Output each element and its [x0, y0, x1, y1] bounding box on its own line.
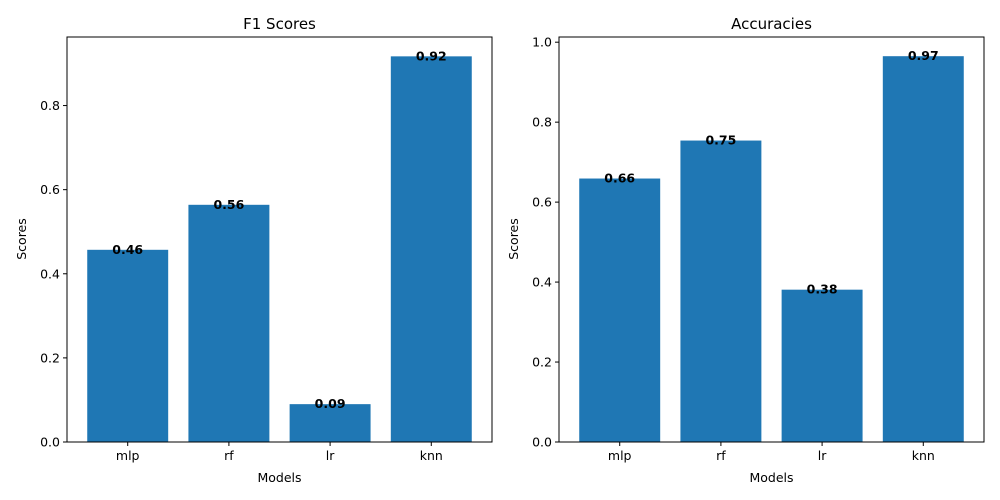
data-label-mlp: 0.66 — [604, 171, 635, 186]
y-axis-label: Scores — [14, 218, 29, 260]
bar-lr — [781, 289, 863, 442]
y-axis-ticks: 0.0 0.2 0.4 0.6 0.8 — [40, 98, 67, 450]
x-axis-ticks: mlp rf lr knn — [116, 442, 443, 463]
data-label-lr: 0.09 — [315, 396, 346, 411]
x-tick-label-rf: rf — [716, 448, 726, 463]
data-label-rf: 0.56 — [213, 197, 244, 212]
data-labels: 0.46 0.56 0.09 0.92 — [112, 48, 446, 411]
y-tick-label: 0.6 — [532, 195, 552, 210]
bar-knn — [390, 56, 472, 442]
data-label-rf: 0.75 — [705, 133, 736, 148]
x-tick-label-knn: knn — [912, 448, 935, 463]
bar-rf — [188, 204, 270, 442]
y-tick-label: 0.0 — [40, 435, 60, 450]
x-axis-label: Models — [749, 470, 793, 485]
chart-title: F1 Scores — [243, 15, 316, 33]
bar-rf — [680, 140, 762, 442]
data-label-knn: 0.97 — [908, 48, 939, 63]
data-label-lr: 0.38 — [807, 282, 838, 297]
bar-lr — [289, 404, 371, 442]
x-tick-label-lr: lr — [326, 448, 335, 463]
x-axis-ticks: mlp rf lr knn — [608, 442, 935, 463]
y-tick-label: 1.0 — [532, 35, 552, 50]
x-tick-label-mlp: mlp — [608, 448, 632, 463]
data-label-knn: 0.92 — [416, 48, 447, 63]
x-tick-label-mlp: mlp — [116, 448, 140, 463]
y-tick-label: 0.8 — [40, 98, 60, 113]
y-tick-label: 0.2 — [40, 350, 60, 365]
accuracies-chart: Accuracies 0.66 0.75 0.38 0.97 0.0 0.2 0.4 0.6… — [506, 15, 985, 485]
x-tick-label-lr: lr — [818, 448, 827, 463]
axes-frame — [558, 36, 985, 443]
x-tick-label-knn: knn — [420, 448, 443, 463]
x-tick-label-rf: rf — [224, 448, 234, 463]
y-tick-label: 0.2 — [532, 355, 552, 370]
bar-mlp — [579, 178, 661, 443]
data-label-mlp: 0.46 — [112, 242, 143, 257]
bar-knn — [882, 56, 964, 442]
y-tick-label: 0.8 — [532, 115, 552, 130]
axes-frame — [66, 36, 493, 443]
y-axis-ticks: 0.0 0.2 0.4 0.6 0.8 1.0 — [532, 35, 559, 450]
y-tick-label: 0.4 — [40, 266, 60, 281]
y-tick-label: 0.6 — [40, 182, 60, 197]
bars — [87, 56, 472, 442]
f1-scores-chart: F1 Scores 0.460.560.090.92 0.00.20.40.60… — [14, 15, 493, 485]
bars — [579, 56, 964, 443]
y-axis-label: Scores — [506, 218, 521, 260]
y-tick-label: 0.4 — [532, 275, 552, 290]
data-labels: 0.66 0.75 0.38 0.97 — [604, 48, 938, 296]
x-axis-label: Models — [257, 470, 301, 485]
chart-title: Accuracies — [731, 15, 812, 33]
bar-mlp — [87, 249, 169, 442]
y-tick-label: 0.0 — [532, 435, 552, 450]
